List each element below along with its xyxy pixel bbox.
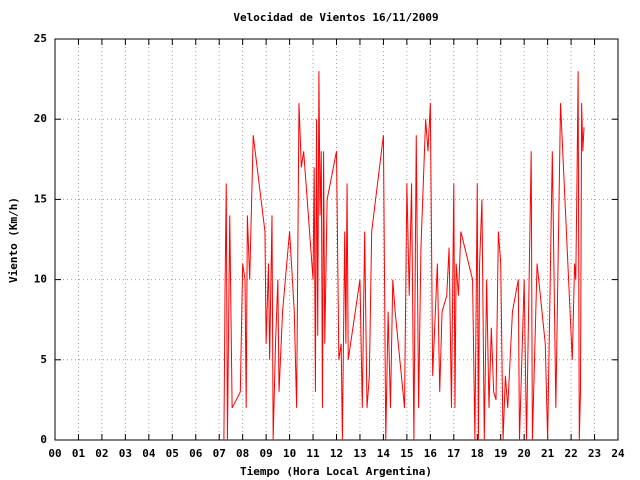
x-tick-label: 09 bbox=[260, 447, 273, 460]
y-tick-label: 25 bbox=[34, 32, 47, 45]
plot-frame bbox=[54, 38, 619, 441]
x-tick-label: 14 bbox=[377, 447, 391, 460]
x-tick-label: 04 bbox=[142, 447, 156, 460]
y-tick-label: 15 bbox=[34, 192, 47, 205]
x-tick-label: 19 bbox=[494, 447, 507, 460]
x-tick-label: 20 bbox=[518, 447, 531, 460]
x-tick-label: 06 bbox=[189, 447, 203, 460]
x-tick-label: 01 bbox=[72, 447, 86, 460]
y-tick-label: 0 bbox=[40, 433, 47, 446]
x-tick-label: 22 bbox=[564, 447, 577, 460]
x-tick-label: 18 bbox=[471, 447, 484, 460]
x-tick-label: 00 bbox=[48, 447, 61, 460]
data-line bbox=[223, 71, 585, 441]
x-tick-label: 07 bbox=[213, 447, 226, 460]
y-tick-label: 20 bbox=[34, 112, 47, 125]
x-tick-label: 23 bbox=[588, 447, 601, 460]
x-tick-label: 24 bbox=[611, 447, 625, 460]
x-tick-label: 11 bbox=[306, 447, 320, 460]
x-tick-label: 05 bbox=[166, 447, 179, 460]
x-tick-label: 21 bbox=[541, 447, 555, 460]
x-tick-label: 13 bbox=[353, 447, 366, 460]
x-tick-label: 03 bbox=[119, 447, 132, 460]
x-tick-label: 08 bbox=[236, 447, 249, 460]
x-tick-label: 16 bbox=[424, 447, 438, 460]
x-axis-label: Tiempo (Hora Local Argentina) bbox=[240, 465, 432, 478]
x-tick-label: 12 bbox=[330, 447, 343, 460]
y-tick-label: 10 bbox=[34, 273, 47, 286]
y-axis-label: Viento (Km/h) bbox=[7, 197, 20, 283]
x-tick-label: 10 bbox=[283, 447, 296, 460]
chart-title: Velocidad de Vientos 16/11/2009 bbox=[233, 11, 438, 24]
x-tick-label: 15 bbox=[400, 447, 413, 460]
x-tick-label: 02 bbox=[95, 447, 108, 460]
x-tick-label: 17 bbox=[447, 447, 460, 460]
y-tick-label: 5 bbox=[40, 353, 47, 366]
